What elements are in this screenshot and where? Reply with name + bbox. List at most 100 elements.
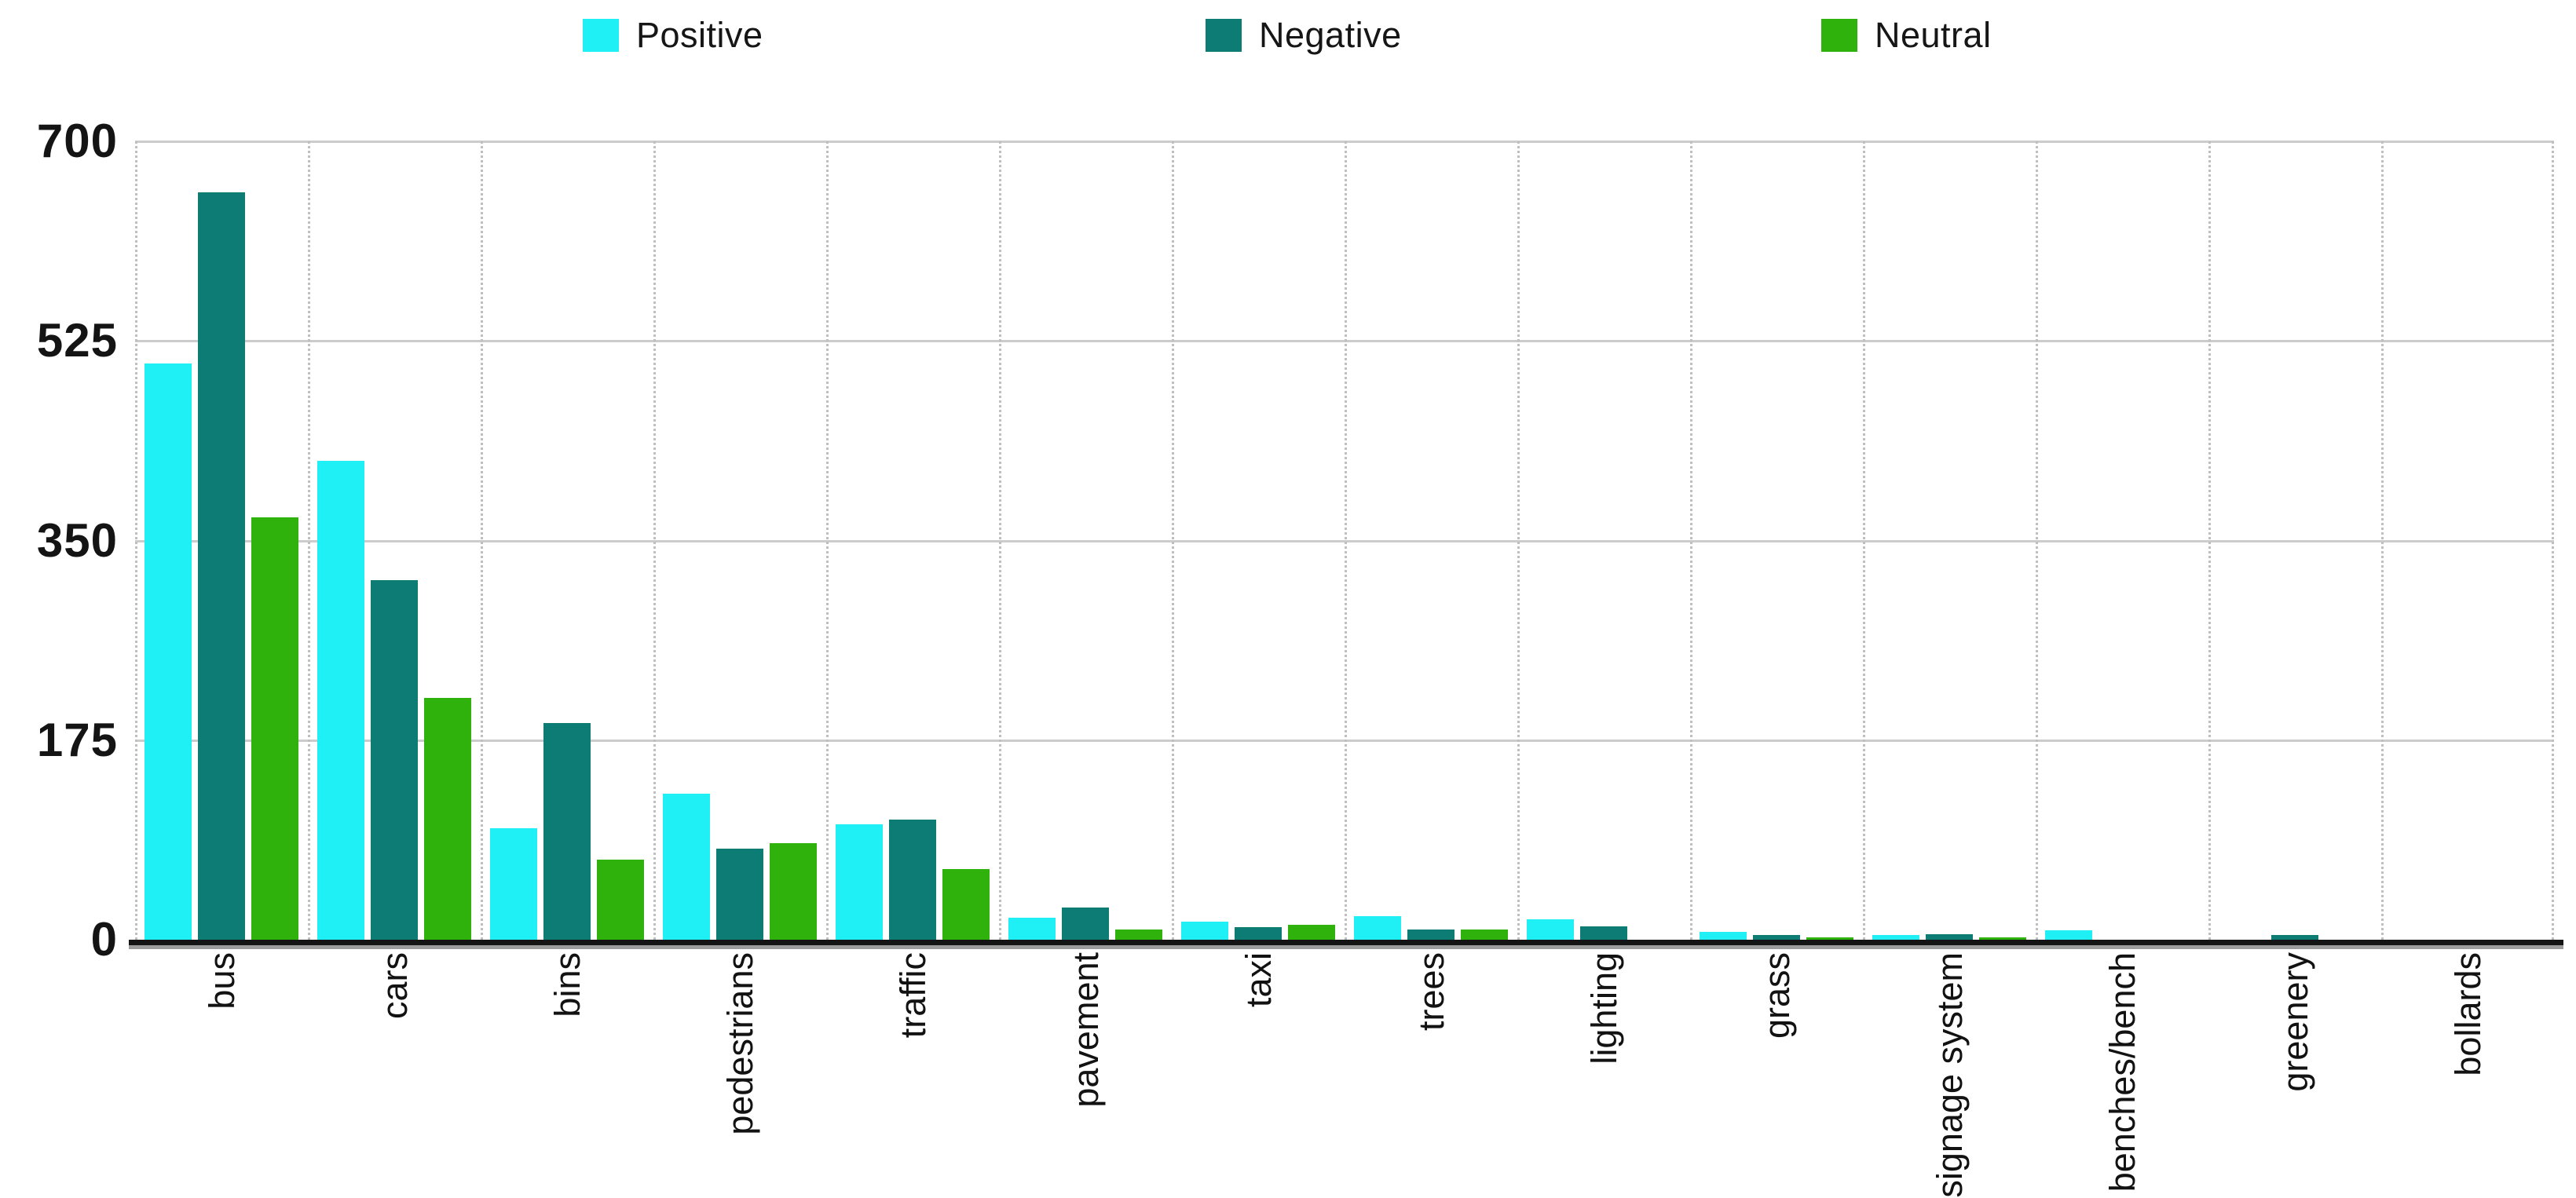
bar-neutral-pedestrians	[770, 842, 817, 940]
x-label-cell: bus	[135, 952, 308, 1188]
bar-negative-cars	[371, 580, 418, 940]
x-label-grass: grass	[1756, 952, 1797, 1039]
x-label-taxi: taxi	[1238, 952, 1279, 1008]
x-label-cell: pedestrians	[653, 952, 826, 1188]
x-label-pedestrians: pedestrians	[719, 952, 760, 1135]
y-tick-350: 350	[36, 513, 118, 567]
separator-line-1	[308, 141, 310, 940]
bar-negative-greenery	[2271, 935, 2318, 940]
legend-item-positive: Positive	[583, 15, 763, 55]
bar-group-cars	[308, 141, 481, 940]
separator-line-5	[999, 141, 1001, 940]
x-label-cell: grass	[1690, 952, 1863, 1188]
bar-group-signage-system	[1863, 141, 2036, 940]
bar-group-bus	[135, 141, 308, 940]
legend-label-negative: Negative	[1259, 15, 1402, 55]
bar-positive-signage-system	[1872, 935, 1919, 940]
plot-area	[135, 141, 2554, 940]
bar-negative-lighting	[1580, 926, 1627, 940]
x-axis-category-labels: bus cars bins pedestrians traffic pavement tax…	[135, 952, 2554, 1198]
x-label-bins: bins	[547, 952, 587, 1017]
bar-neutral-bins	[597, 860, 644, 940]
y-tick-700: 700	[36, 115, 118, 167]
separator-line-11	[2036, 141, 2038, 940]
legend-label-neutral: Neutral	[1875, 15, 1992, 55]
bar-neutral-grass	[1806, 937, 1853, 940]
separator-line-14	[2552, 141, 2554, 940]
x-label-traffic: traffic	[892, 952, 933, 1039]
x-label-cell: pavement	[999, 952, 1172, 1188]
separator-line-12	[2208, 141, 2211, 940]
y-tick-0: 0	[90, 913, 118, 966]
bar-negative-taxi	[1235, 927, 1282, 940]
bar-group-grass	[1690, 141, 1863, 940]
bar-negative-pavement	[1062, 908, 1109, 940]
legend-item-negative: Negative	[1206, 15, 1402, 55]
bar-neutral-taxi	[1288, 925, 1335, 940]
x-label-cell: bins	[481, 952, 653, 1188]
x-label-bollards: bollards	[2447, 952, 2488, 1076]
x-label-lighting: lighting	[1583, 952, 1624, 1065]
bar-groups	[135, 141, 2554, 940]
x-label-signage-system: signage system	[1929, 952, 1970, 1198]
bar-group-bins	[481, 141, 653, 940]
bar-negative-trees	[1407, 929, 1454, 940]
bar-neutral-bus	[251, 517, 298, 940]
neutral-swatch-icon	[1821, 19, 1857, 52]
bar-negative-pedestrians	[716, 848, 763, 940]
bar-neutral-trees	[1461, 929, 1508, 940]
bar-positive-cars	[317, 460, 364, 940]
x-label-cell: cars	[308, 952, 481, 1188]
x-label-cell: taxi	[1172, 952, 1345, 1188]
separator-line-9	[1690, 141, 1692, 940]
bar-group-bollards	[2381, 141, 2554, 940]
bar-positive-pedestrians	[663, 794, 710, 940]
bar-neutral-pavement	[1115, 929, 1162, 940]
legend-label-positive: Positive	[636, 15, 763, 55]
bar-negative-bins	[543, 722, 591, 940]
bar-group-traffic	[826, 141, 999, 940]
x-label-benches-bench: benches/bench	[2102, 952, 2142, 1193]
separator-line-13	[2381, 141, 2384, 940]
x-label-greenery: greenery	[2274, 952, 2315, 1092]
y-tick-175: 175	[36, 713, 118, 766]
bar-negative-grass	[1753, 935, 1800, 940]
bar-positive-trees	[1354, 915, 1401, 940]
bar-neutral-cars	[424, 698, 471, 940]
separator-line-3	[653, 141, 656, 940]
bar-positive-traffic	[836, 824, 883, 940]
x-label-bus: bus	[201, 952, 242, 1010]
bar-positive-benches-bench	[2045, 930, 2092, 940]
separator-line-10	[1863, 141, 1865, 940]
x-label-cell: traffic	[826, 952, 999, 1188]
y-tick-525: 525	[36, 314, 118, 367]
bar-negative-bus	[198, 192, 245, 940]
x-label-trees: trees	[1411, 952, 1451, 1032]
x-label-cell: trees	[1345, 952, 1517, 1188]
bar-group-greenery	[2208, 141, 2381, 940]
bar-group-benches-bench	[2036, 141, 2208, 940]
bar-group-lighting	[1517, 141, 1690, 940]
separator-line-7	[1345, 141, 1347, 940]
positive-swatch-icon	[583, 19, 619, 52]
x-label-pavement: pavement	[1065, 952, 1106, 1108]
bar-positive-taxi	[1181, 921, 1228, 940]
bar-negative-traffic	[889, 820, 936, 940]
bar-group-pedestrians	[653, 141, 826, 940]
negative-swatch-icon	[1206, 19, 1242, 52]
x-label-cell: lighting	[1517, 952, 1690, 1188]
x-label-cell: greenery	[2208, 952, 2381, 1188]
separator-line-8	[1517, 141, 1520, 940]
separator-line-4	[826, 141, 829, 940]
bar-positive-lighting	[1527, 919, 1574, 940]
separator-line-0	[135, 141, 137, 940]
y-axis-tick-labels: 700 525 350 175 0	[0, 0, 118, 1194]
bar-positive-bins	[490, 827, 537, 940]
x-axis-shadow	[129, 945, 2563, 949]
bar-positive-pavement	[1008, 918, 1056, 940]
bar-group-trees	[1345, 141, 1517, 940]
x-label-cars: cars	[374, 952, 415, 1020]
x-label-cell: signage system	[1863, 952, 2036, 1198]
bar-positive-bus	[145, 363, 192, 940]
